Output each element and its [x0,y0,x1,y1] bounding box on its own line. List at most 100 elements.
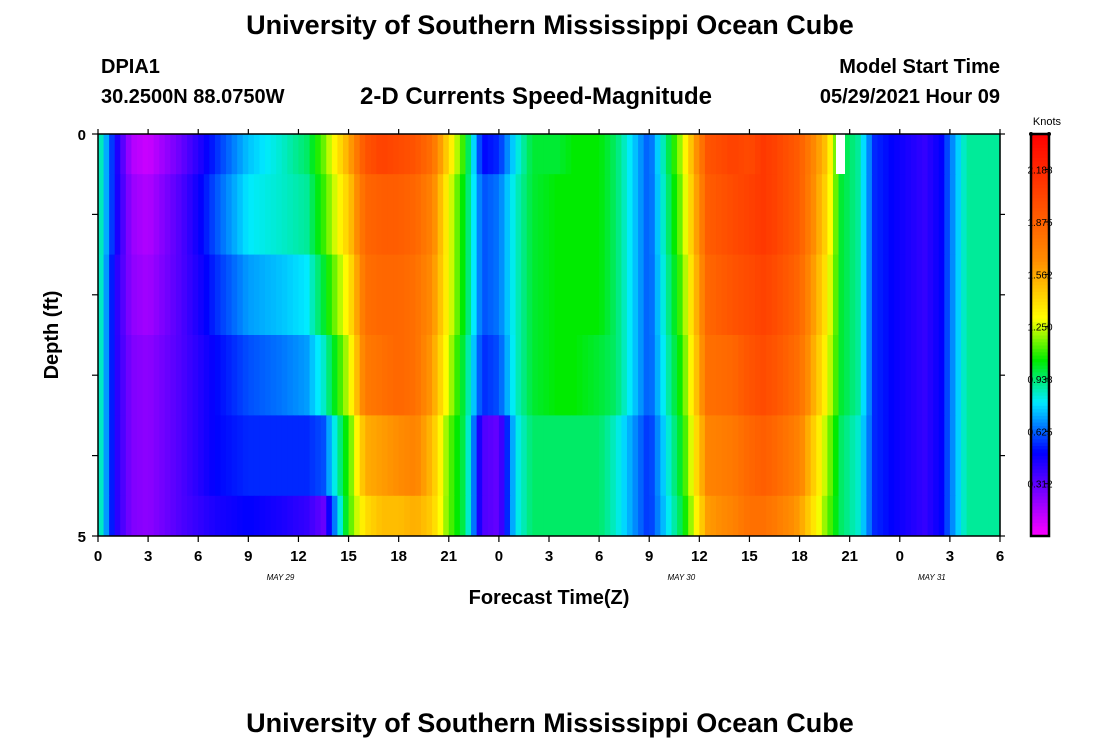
colorbar-corner [1029,132,1033,136]
heatmap-cell [621,495,628,537]
colorbar-swatch [1031,237,1049,242]
heatmap-cell [175,254,183,336]
heatmap-cell [448,335,455,416]
heatmap-cell [638,335,645,416]
colorbar-swatch [1031,301,1049,306]
heatmap-cell [760,415,767,497]
heatmap-cell [916,134,923,175]
heatmap-cell [515,495,522,537]
heatmap-cell [359,335,366,416]
heatmap-cell [125,134,133,175]
heatmap-cell [560,415,567,497]
colorbar-swatch [1031,402,1049,406]
colorbar-swatch [1031,190,1049,195]
heatmap-cell [599,335,606,416]
heatmap-cell [387,254,394,336]
heatmap-cell [660,254,667,336]
heatmap-cell [337,254,344,336]
heatmap-cell [933,134,940,175]
heatmap-cell [537,174,545,255]
heatmap-cell [175,134,183,175]
heatmap-cell [788,335,795,416]
heatmap-cell [660,174,667,255]
heatmap-cell [504,415,511,497]
heatmap-cell [448,254,455,336]
heatmap-cell [114,335,121,416]
colorbar-swatch [1031,324,1049,329]
axes: 0 3 6 9 12 15 18 21 0 3 6 9 12 15 18 21 0 3 6 MAY 29 MAY 30 M… [78,127,1005,582]
heatmap-cell [777,495,784,537]
heatmap-cell [114,415,121,497]
colorbar-swatch [1031,445,1049,450]
heatmap-cell [504,254,511,336]
heatmap-cell [771,335,778,416]
heatmap-cell [342,415,350,497]
colorbar-swatch [1031,371,1049,376]
heatmap-cell [677,254,684,336]
heatmap-cell [248,415,255,497]
heatmap-cell [125,174,133,255]
heatmap-cell [916,415,923,497]
heatmap-cell [988,134,996,175]
heatmap-cell [871,134,879,175]
colorbar-swatch [1031,144,1049,148]
heatmap-cell [766,134,773,175]
heatmap-cell [899,254,906,336]
heatmap-cell [571,174,578,255]
heatmap-cell [977,415,984,497]
heatmap-cell [253,335,261,416]
heatmap-cell [465,174,472,255]
heatmap-cell [248,495,255,537]
heatmap-cell [292,415,300,497]
heatmap-cell [972,335,979,416]
heatmap-cell [493,335,500,416]
heatmap-cell [827,174,834,255]
heatmap-cell [209,495,216,537]
heatmap-cell [237,174,244,255]
heatmap-cell [348,335,355,416]
heatmap-cell [237,134,244,175]
heatmap-cell [454,254,461,336]
heatmap-cell [337,335,344,416]
heatmap-cell [671,134,678,175]
heatmap-cell [220,495,227,537]
heatmap-cell [320,335,327,416]
heatmap-cell [571,415,578,497]
heatmap-cell [933,174,940,255]
heatmap-cell [526,415,533,497]
heatmap-cell [766,335,773,416]
colorbar-swatch [1031,180,1049,185]
x-tick-label: 6 [194,548,202,565]
heatmap-cell [827,134,834,175]
heatmap-cell [883,415,890,497]
heatmap-cell [320,254,327,336]
heatmap-cell [587,174,595,255]
heatmap-cell [933,254,940,336]
heatmap-cell [292,335,300,416]
heatmap-cell [710,174,717,255]
heatmap-cell [727,495,734,537]
heatmap-cell [370,495,377,537]
heatmap-cell [910,134,918,175]
colorbar-swatch [1031,271,1049,276]
heatmap-cell [771,174,778,255]
heatmap-cell [510,335,517,416]
heatmap-cell [214,254,222,336]
heatmap-cells [98,134,1001,537]
heatmap-cell [877,495,884,537]
heatmap-cell [966,495,973,537]
heatmap-cell [459,495,467,537]
heatmap-cell [498,254,506,336]
heatmap-cell [426,254,433,336]
heatmap-cell [916,254,923,336]
heatmap-cell [883,495,890,537]
heatmap-cell [888,134,895,175]
heatmap-cell [487,415,494,497]
colorbar-swatch [1031,458,1049,463]
heatmap-cell [621,415,628,497]
heatmap-cell [253,495,261,537]
heatmap-cell [626,254,634,336]
heatmap-cell [626,335,634,416]
heatmap-cell [671,174,678,255]
heatmap-cell [743,134,751,175]
